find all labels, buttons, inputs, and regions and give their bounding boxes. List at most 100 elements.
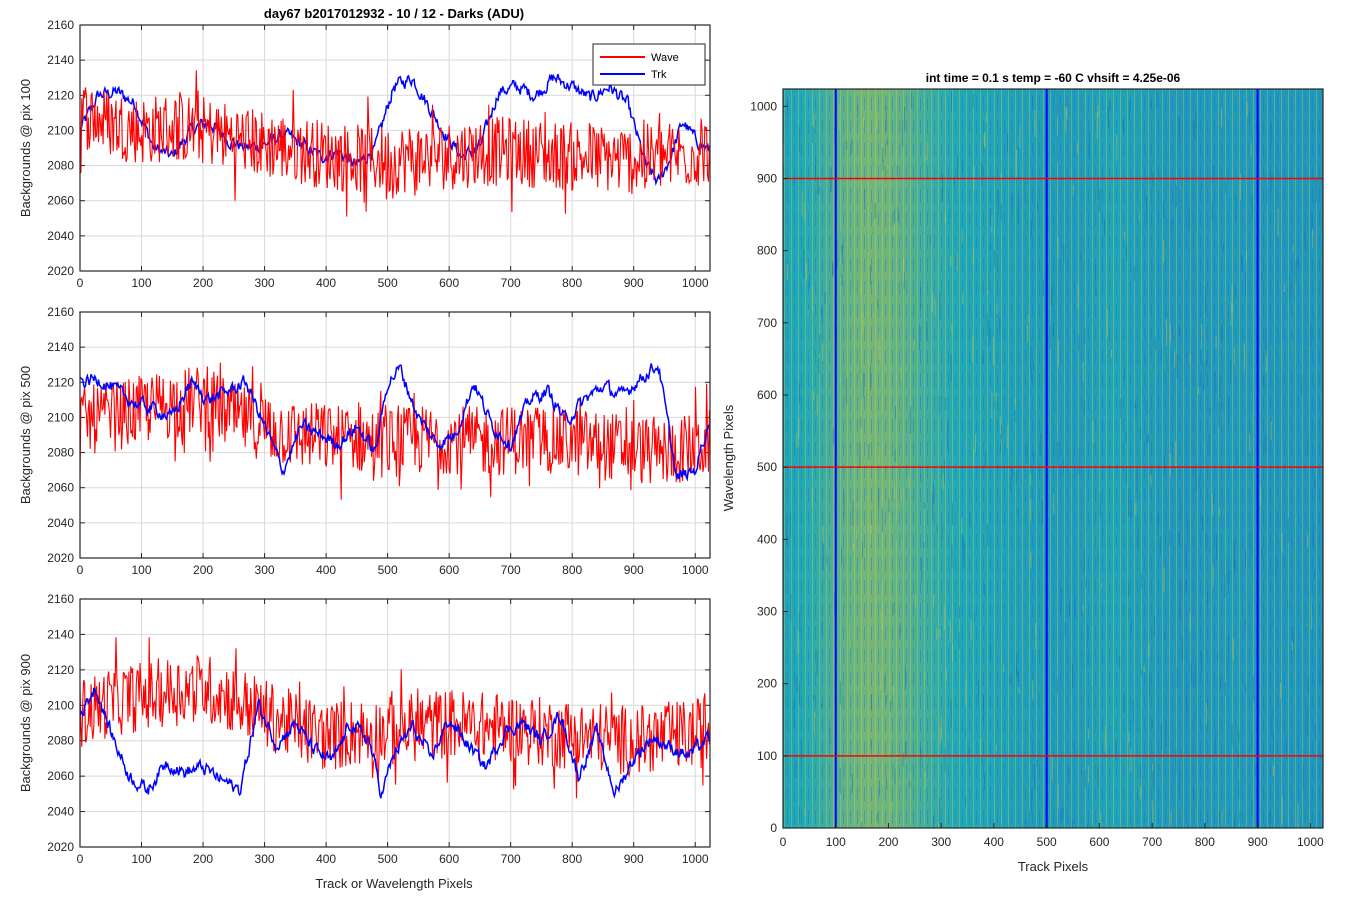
heatmap-streak xyxy=(1230,541,1231,563)
heatmap-streak xyxy=(1032,452,1034,463)
heatmap-streak xyxy=(841,546,842,565)
heatmap-streak xyxy=(1109,101,1111,111)
heatmap-streak xyxy=(1058,198,1060,222)
x-tick-label: 800 xyxy=(562,276,582,290)
heatmap-streak xyxy=(821,306,822,317)
heatmap-streak xyxy=(1116,135,1118,161)
heatmap-streak xyxy=(1149,673,1151,697)
heatmap-streak xyxy=(1212,494,1214,504)
heatmap-streak xyxy=(863,117,864,127)
heatmap-streak xyxy=(791,313,793,337)
heatmap-streak xyxy=(886,96,888,111)
heatmap-streak xyxy=(1203,384,1204,392)
heatmap-streak xyxy=(1107,175,1109,198)
left-xlabel: Track or Wavelength Pixels xyxy=(315,876,473,891)
heatmap-streak xyxy=(1176,354,1178,379)
heatmap-streak xyxy=(1100,812,1102,828)
heatmap-streak xyxy=(1097,553,1099,563)
heatmap-streak xyxy=(860,379,862,401)
heatmap-streak xyxy=(989,243,991,251)
heatmap-streak xyxy=(1164,355,1166,366)
heatmap-streak xyxy=(1034,764,1036,790)
heatmap-streak xyxy=(1320,383,1322,401)
heatmap-streak xyxy=(1077,143,1078,154)
y-tick-label: 2060 xyxy=(47,194,74,208)
heatmap-streak xyxy=(1185,251,1187,270)
heatmap-streak xyxy=(816,650,818,676)
heatmap-streak xyxy=(1077,283,1079,310)
heatmap-streak xyxy=(920,747,922,763)
x-tick-label: 100 xyxy=(132,276,152,290)
heatmap-streak xyxy=(1230,359,1232,383)
heatmap-streak xyxy=(1097,111,1099,118)
heatmap-streak xyxy=(985,452,986,467)
heatmap-streak xyxy=(1057,237,1059,258)
heatmap-streak xyxy=(1146,434,1148,446)
heatmap-streak xyxy=(1170,324,1171,343)
heatmap-streak xyxy=(988,320,990,347)
heatmap-streak xyxy=(856,530,858,540)
heatmap-streak xyxy=(1136,764,1138,793)
heatmap-streak xyxy=(1206,700,1208,708)
heatmap-streak xyxy=(1044,502,1046,513)
x-tick-label: 400 xyxy=(316,276,336,290)
heatmap-streak xyxy=(1202,540,1204,553)
heatmap-streak xyxy=(1287,600,1289,610)
heatmap-streak xyxy=(1083,392,1085,406)
heatmap-streak xyxy=(1116,268,1118,285)
heatmap-streak xyxy=(812,125,814,143)
heatmap-streak xyxy=(1149,183,1150,210)
heatmap-streak xyxy=(1139,189,1141,201)
heatmap-streak xyxy=(862,530,864,550)
heatmap-streak xyxy=(1121,671,1123,679)
heatmap-streak xyxy=(789,239,791,262)
heatmap-streak xyxy=(1007,425,1009,449)
heatmap-streak xyxy=(1128,489,1130,517)
heatmap-x-tick-label: 200 xyxy=(878,835,898,849)
heatmap-streak xyxy=(1239,173,1241,200)
heatmap-streak xyxy=(1134,265,1136,281)
heatmap-streak xyxy=(793,179,795,186)
heatmap-streak xyxy=(1186,684,1188,710)
heatmap-streak xyxy=(1096,113,1098,140)
heatmap-streak xyxy=(1233,540,1235,567)
heatmap-streak xyxy=(890,659,892,670)
heatmap-streak xyxy=(821,702,823,709)
heatmap-streak xyxy=(1291,339,1293,365)
heatmap-streak xyxy=(1089,486,1091,513)
heatmap-streak xyxy=(924,771,926,789)
heatmap-streak xyxy=(936,96,938,109)
heatmap-streak xyxy=(1306,534,1308,548)
heatmap-streak xyxy=(908,475,910,489)
heatmap-streak xyxy=(1104,219,1106,237)
heatmap-streak xyxy=(923,542,925,549)
heatmap-streak xyxy=(898,693,900,719)
heatmap-streak xyxy=(1125,354,1127,379)
heatmap-streak xyxy=(1171,220,1172,232)
heatmap-streak xyxy=(1087,533,1089,554)
line-panel-pix-500: 0 100 200 300 400 500 600 700 800 900 1000 2020 2040… xyxy=(18,305,711,577)
heatmap-streak xyxy=(991,214,993,232)
heatmap-streak xyxy=(1082,671,1084,696)
heatmap-streak xyxy=(813,744,815,770)
heatmap-streak xyxy=(1284,282,1285,292)
heatmap-streak xyxy=(1174,441,1176,467)
heatmap-streak xyxy=(936,628,938,640)
heatmap-streak xyxy=(807,309,809,317)
heatmap-streak xyxy=(1260,485,1261,507)
heatmap-streak xyxy=(1026,440,1028,463)
heatmap-streak xyxy=(894,406,896,420)
heatmap-streak xyxy=(850,607,851,618)
heatmap-streak xyxy=(1148,433,1149,442)
heatmap-streak xyxy=(939,621,940,631)
heatmap-streak xyxy=(1002,665,1004,673)
heatmap-streak xyxy=(1273,447,1275,455)
heatmap-streak xyxy=(884,519,886,527)
heatmap-streak xyxy=(1128,608,1130,619)
heatmap-streak xyxy=(1300,344,1302,363)
heatmap-streak xyxy=(1166,319,1167,346)
heatmap-streak xyxy=(1024,181,1026,201)
heatmap-streak xyxy=(1282,440,1283,466)
heatmap-streak xyxy=(1053,494,1055,515)
heatmap-streak xyxy=(1212,165,1214,184)
